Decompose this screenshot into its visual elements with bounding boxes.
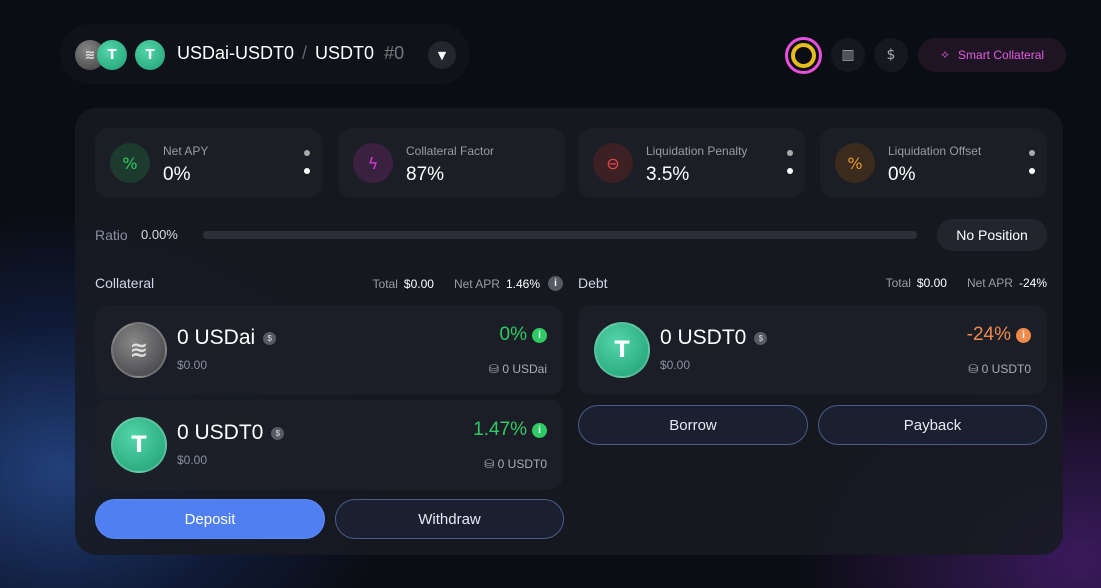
stat-liquidation-penalty: ⊖ Liquidation Penalty 3.5% [578, 128, 805, 198]
asset-usd: $0.00 [177, 358, 208, 372]
more-icon[interactable] [787, 150, 793, 186]
wallet-icon: ⛁ [968, 362, 982, 376]
total-value: $0.00 [403, 276, 434, 291]
apr-value: 1.46% [505, 276, 540, 291]
pair-title: USDai-USDT0 / USDT0 #0 [177, 43, 404, 64]
smart-collateral-button[interactable]: ✧ Smart Collateral [918, 38, 1066, 72]
position-status-badge: No Position [937, 219, 1047, 251]
wallet-icon: ⛁ [484, 457, 498, 471]
usdai-token-icon: ≋ [111, 322, 167, 378]
asset-amount: 0 USDT0 [660, 326, 747, 349]
info-icon[interactable]: i [1016, 327, 1031, 343]
dollar-icon: $ [271, 426, 285, 440]
more-icon[interactable] [1029, 150, 1035, 186]
usdt0-token-icon: T [135, 40, 165, 70]
total-label: Total [372, 276, 398, 291]
asset-usd: $0.00 [660, 358, 691, 372]
debt-asset-usdt0[interactable]: T 0 USDT0 $ $0.00 -24% i ⛁ 0 USDT0 [578, 305, 1047, 395]
total-value: $0.00 [916, 276, 947, 290]
withdraw-button[interactable]: Withdraw [335, 499, 564, 539]
wallet-icon: ⛁ [488, 362, 503, 376]
asset-amount: 0 USDT0 [177, 421, 264, 444]
deposit-button[interactable]: Deposit [95, 499, 325, 539]
market-index: #0 [384, 43, 405, 63]
sparkle-icon: ✧ [939, 48, 951, 62]
payback-button[interactable]: Payback [818, 405, 1047, 445]
stat-value: 0% [163, 164, 191, 185]
stat-label: Liquidation Penalty [646, 144, 748, 158]
pair-name: USDai-USDT0 [177, 43, 295, 63]
ratio-value: 0.00% [141, 227, 178, 242]
collateral-heading: Collateral [95, 275, 155, 291]
usdt0-token-icon: T [111, 417, 167, 473]
collateral-summary: Total $0.00 Net APR 1.46% i [373, 276, 563, 291]
minus-circle-icon: ⊖ [593, 143, 633, 183]
separator: / [302, 43, 308, 63]
collateral-asset-usdai[interactable]: ≋ 0 USDai $ $0.00 0% i ⛁ 0 USDai [95, 305, 563, 395]
lightning-icon: ϟ [353, 143, 393, 183]
stat-label: Collateral Factor [406, 144, 495, 158]
collateral-asset-usdt0[interactable]: T 0 USDT0 $ $0.00 1.47% i ⛁ 0 USDT0 [95, 400, 563, 490]
dollar-icon[interactable]: $ [874, 38, 908, 72]
wallet-balance: 0 USDT0 [981, 362, 1031, 376]
percent-icon: % [835, 143, 875, 183]
borrow-button[interactable]: Borrow [578, 405, 808, 445]
stat-label: Net APY [163, 144, 209, 158]
asset-apr: 0% [499, 324, 527, 345]
stat-value: 0% [888, 164, 916, 185]
chart-icon[interactable]: ▥ [831, 38, 865, 72]
debt-summary: Total $0.00 Net APR -24% [886, 276, 1047, 290]
quote-token: USDT0 [315, 43, 375, 63]
total-label: Total [885, 276, 911, 290]
dollar-icon: $ [263, 331, 277, 345]
chevron-down-icon[interactable]: ▼ [428, 41, 456, 69]
stat-liquidation-offset: % Liquidation Offset 0% [820, 128, 1047, 198]
stat-collateral-factor: ϟ Collateral Factor 87% [338, 128, 565, 198]
dollar-icon: $ [754, 331, 768, 345]
apr-value: -24% [1018, 276, 1047, 290]
info-icon[interactable]: i [532, 327, 547, 343]
stat-label: Liquidation Offset [888, 144, 982, 158]
asset-usd: $0.00 [177, 453, 208, 467]
wallet-balance: 0 USDai [502, 362, 547, 376]
debt-heading: Debt [578, 275, 608, 291]
asset-apr: 1.47% [473, 419, 527, 440]
info-icon[interactable]: i [548, 276, 563, 291]
more-icon[interactable] [304, 150, 310, 186]
asset-amount: 0 USDai [177, 326, 256, 349]
asset-apr: -24% [966, 324, 1011, 345]
stat-value: 3.5% [646, 164, 690, 185]
usdt0-token-icon: T [97, 40, 127, 70]
health-ring-icon[interactable] [785, 37, 822, 74]
apr-label: Net APR [966, 276, 1013, 290]
stat-value: 87% [406, 164, 445, 185]
stat-net-apy: % Net APY 0% [95, 128, 322, 198]
percent-icon: % [110, 143, 150, 183]
info-icon[interactable]: i [532, 422, 547, 438]
apr-label: Net APR [453, 276, 500, 291]
ratio-bar [203, 231, 917, 239]
usdt0-token-icon: T [594, 322, 650, 378]
smart-collateral-label: Smart Collateral [958, 48, 1045, 62]
ratio-label: Ratio [95, 227, 128, 243]
wallet-balance: 0 USDT0 [497, 457, 547, 471]
